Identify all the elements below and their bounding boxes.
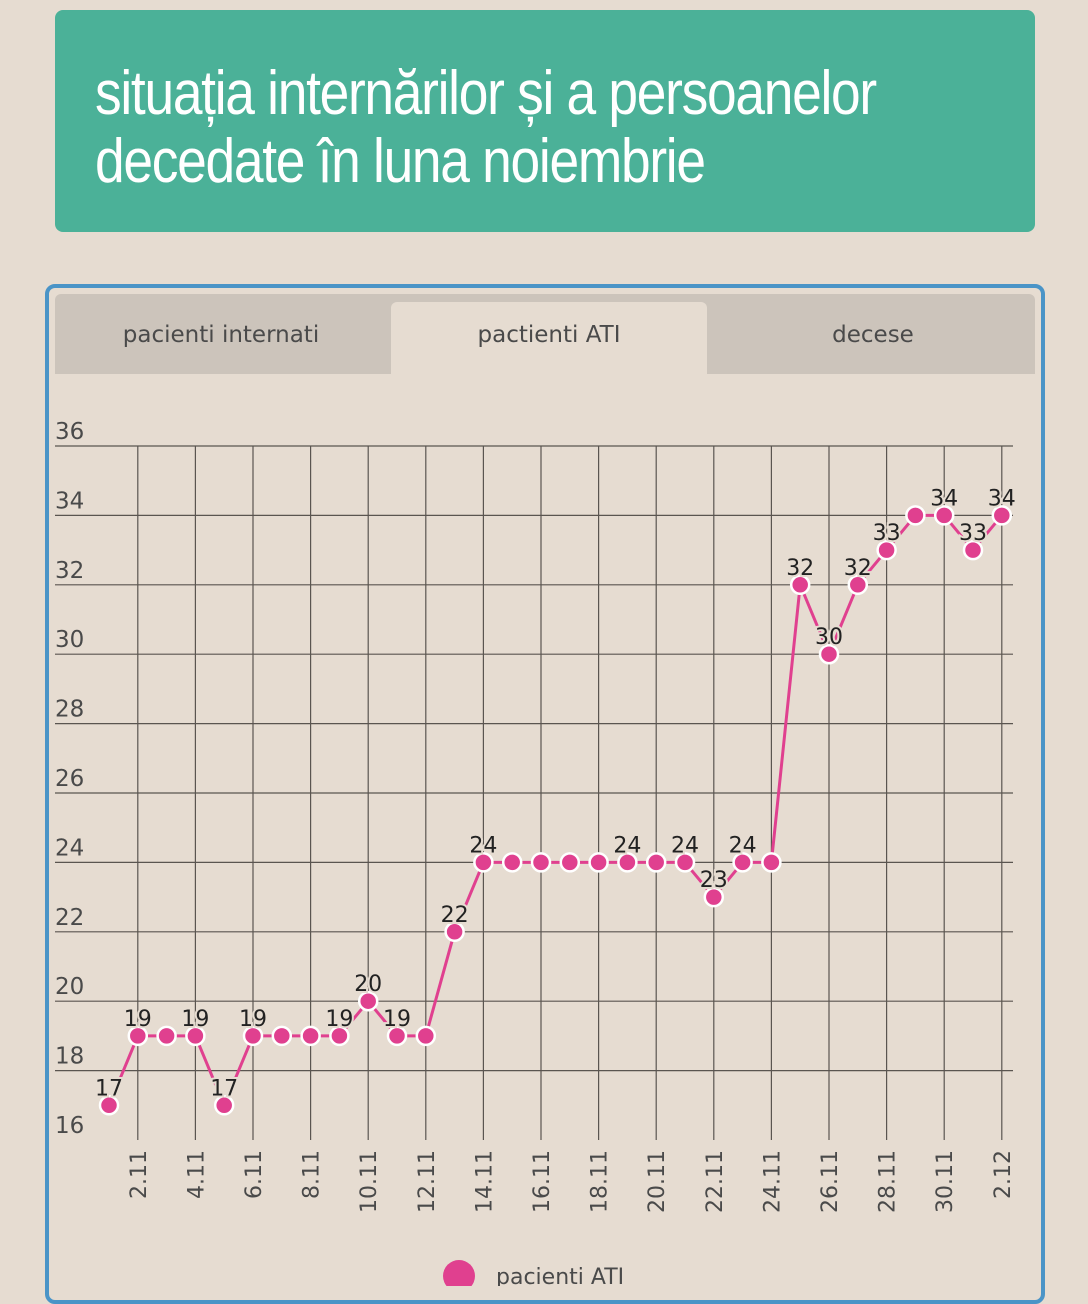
data-point xyxy=(357,990,379,1012)
x-tick-label: 2.12 xyxy=(991,1150,1016,1199)
x-tick-label: 22.11 xyxy=(703,1150,728,1213)
data-point xyxy=(588,852,609,873)
data-point xyxy=(847,574,869,596)
data-point xyxy=(732,852,753,873)
y-tick-label: 18 xyxy=(55,1044,84,1070)
data-label: 32 xyxy=(844,556,872,581)
data-point xyxy=(933,505,955,526)
data-label: 24 xyxy=(671,833,699,858)
y-tick-label: 20 xyxy=(55,974,84,1000)
x-tick-label: 4.11 xyxy=(184,1150,209,1199)
y-tick-label: 26 xyxy=(55,766,84,792)
data-label: 17 xyxy=(95,1076,123,1101)
data-label: 24 xyxy=(613,833,641,858)
title-line-2: decedate în luna noiembrie xyxy=(95,127,706,196)
data-point xyxy=(645,852,667,873)
data-label: 17 xyxy=(210,1076,238,1101)
data-point xyxy=(530,852,552,873)
x-tick-label: 24.11 xyxy=(760,1150,785,1213)
chart-panel: pacienti internati pactienti ATI decese xyxy=(45,284,1045,1304)
page-title: situația internărilor și a persoanelor de… xyxy=(95,60,877,196)
data-label: 19 xyxy=(124,1007,152,1032)
title-line-1: situația internărilor și a persoanelor xyxy=(95,59,877,128)
title-card: situația internărilor și a persoanelor de… xyxy=(55,10,1035,232)
data-point xyxy=(674,852,696,873)
x-tick-label: 6.11 xyxy=(242,1150,267,1199)
y-tick-label: 24 xyxy=(55,835,84,861)
data-point xyxy=(300,1025,321,1047)
data-point xyxy=(185,1025,206,1047)
data-point xyxy=(876,539,897,561)
data-point xyxy=(761,852,782,873)
data-label: 22 xyxy=(441,903,469,928)
data-point xyxy=(703,886,725,908)
data-label: 19 xyxy=(239,1007,267,1032)
y-tick-label: 32 xyxy=(55,558,84,584)
x-tick-label: 26.11 xyxy=(818,1150,843,1213)
data-label: 32 xyxy=(786,556,814,581)
data-label: 34 xyxy=(930,486,958,511)
data-label: 24 xyxy=(729,833,757,858)
data-label: 33 xyxy=(873,521,901,546)
data-point xyxy=(905,505,926,526)
data-point xyxy=(329,1025,350,1047)
x-tick-label: 10.11 xyxy=(357,1150,382,1213)
legend-marker xyxy=(443,1260,475,1286)
y-tick-label: 16 xyxy=(55,1113,84,1139)
y-tick-label: 28 xyxy=(55,697,84,723)
data-label: 33 xyxy=(959,521,987,546)
data-point xyxy=(271,1025,293,1047)
data-point xyxy=(991,505,1013,526)
x-tick-label: 14.11 xyxy=(472,1150,497,1213)
x-tick-label: 28.11 xyxy=(876,1150,901,1213)
tab-bar: pacienti internati pactienti ATI decese xyxy=(55,294,1035,374)
data-label: 19 xyxy=(181,1007,209,1032)
y-tick-label: 30 xyxy=(55,627,84,653)
data-label: 24 xyxy=(469,833,497,858)
data-point xyxy=(789,574,811,596)
data-point xyxy=(98,1095,120,1116)
data-point xyxy=(962,539,984,561)
y-tick-label: 34 xyxy=(55,488,84,514)
x-tick-label: 20.11 xyxy=(645,1150,670,1213)
data-point xyxy=(473,852,494,873)
x-tick-label: 12.11 xyxy=(415,1150,440,1213)
legend-label: pacienti ATI xyxy=(496,1265,624,1286)
data-point xyxy=(156,1025,177,1047)
tab-decese[interactable]: decese xyxy=(832,322,914,348)
x-tick-label: 18.11 xyxy=(588,1150,613,1213)
data-point xyxy=(386,1025,408,1047)
data-point xyxy=(213,1095,235,1116)
data-point xyxy=(242,1025,264,1047)
data-label: 30 xyxy=(815,625,843,650)
data-label: 34 xyxy=(988,486,1016,511)
data-label: 20 xyxy=(354,972,382,997)
data-point xyxy=(127,1025,149,1047)
data-point xyxy=(617,852,638,873)
y-tick-label: 36 xyxy=(55,419,84,445)
tab-pacienti-ati[interactable]: pactienti ATI xyxy=(391,302,707,374)
x-tick-label: 2.11 xyxy=(127,1150,152,1199)
data-label: 19 xyxy=(383,1007,411,1032)
tab-pacienti-internati[interactable]: pacienti internati xyxy=(122,322,320,348)
x-tick-label: 16.11 xyxy=(530,1150,555,1213)
x-tick-label: 8.11 xyxy=(300,1150,325,1199)
data-label: 23 xyxy=(700,868,728,893)
data-point xyxy=(818,643,840,665)
data-label: 19 xyxy=(325,1007,353,1032)
data-point xyxy=(501,852,523,873)
data-point xyxy=(415,1025,437,1047)
x-tick-label: 30.11 xyxy=(933,1150,958,1213)
data-point xyxy=(559,852,581,873)
y-tick-label: 22 xyxy=(55,905,84,931)
data-point xyxy=(444,921,465,943)
